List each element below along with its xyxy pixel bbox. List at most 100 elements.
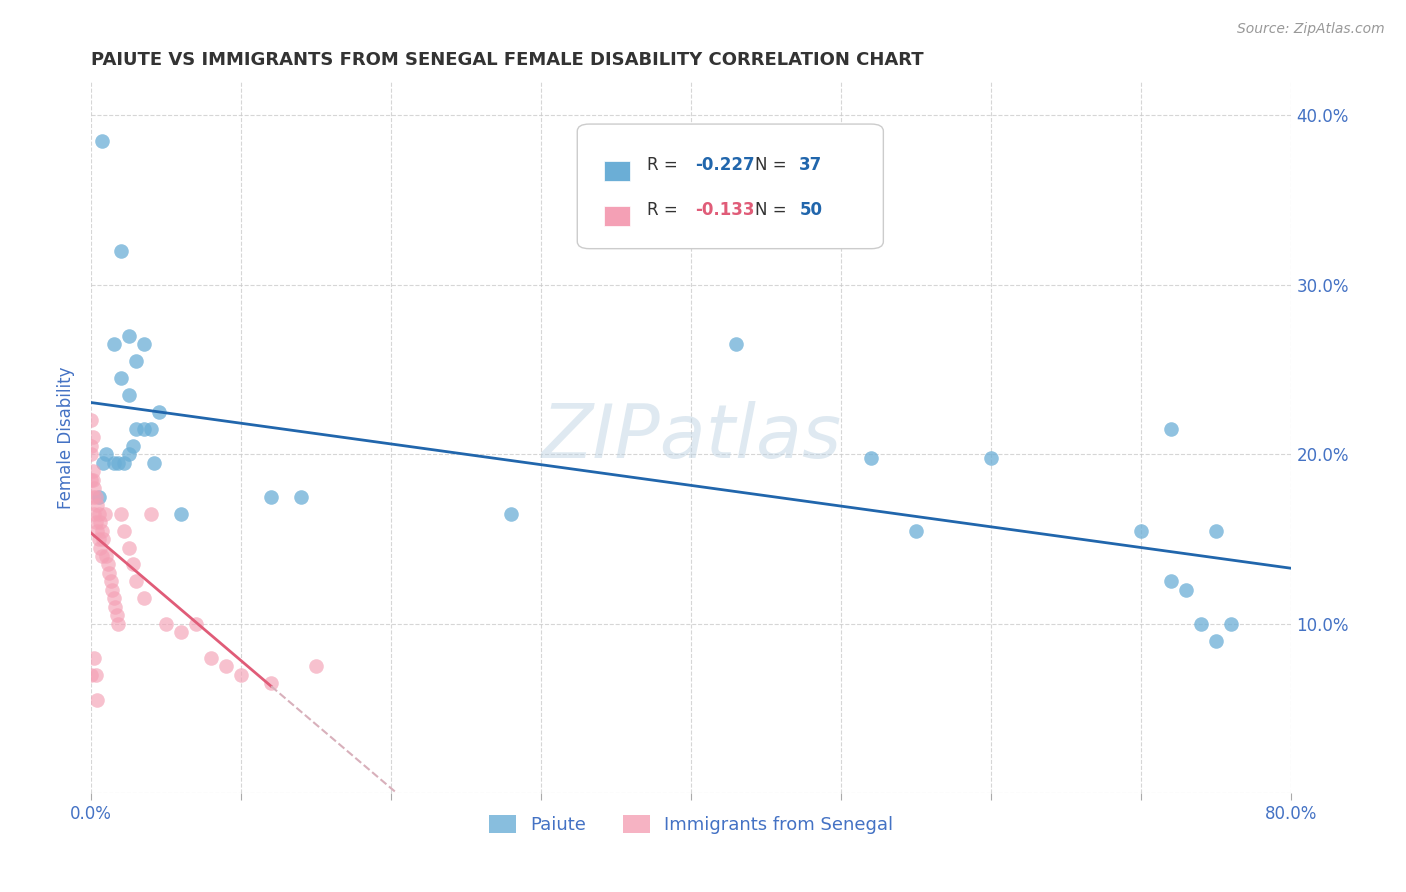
Point xyxy=(84,667,107,681)
Point xyxy=(231,667,253,681)
Point xyxy=(80,447,103,461)
Point xyxy=(91,532,114,546)
Point xyxy=(93,507,115,521)
Text: -0.133: -0.133 xyxy=(695,201,755,219)
Text: N =: N = xyxy=(755,201,792,219)
Bar xyxy=(603,161,630,181)
Point xyxy=(1130,524,1153,538)
Point xyxy=(89,515,111,529)
Point xyxy=(83,481,105,495)
Point xyxy=(110,371,132,385)
Point xyxy=(96,549,118,563)
Point xyxy=(132,591,155,606)
Point xyxy=(725,337,748,351)
Point xyxy=(100,574,122,589)
Point xyxy=(103,591,125,606)
Point xyxy=(110,507,132,521)
Point xyxy=(170,625,193,640)
Text: 37: 37 xyxy=(800,155,823,174)
Point xyxy=(125,574,148,589)
Point xyxy=(1205,524,1227,538)
Point xyxy=(80,667,103,681)
Point xyxy=(1205,633,1227,648)
Point xyxy=(905,524,928,538)
Point xyxy=(98,566,121,580)
Point xyxy=(107,616,129,631)
Point xyxy=(86,498,108,512)
Point xyxy=(84,490,107,504)
Point xyxy=(87,532,110,546)
Text: -0.227: -0.227 xyxy=(695,155,755,174)
Point xyxy=(860,450,883,465)
Point xyxy=(82,430,104,444)
Point xyxy=(125,422,148,436)
Point xyxy=(1160,422,1182,436)
Point xyxy=(122,439,145,453)
Point xyxy=(118,328,141,343)
Point xyxy=(122,558,145,572)
Point xyxy=(82,473,104,487)
Point xyxy=(83,650,105,665)
Point xyxy=(105,608,128,623)
Point xyxy=(112,456,135,470)
Point xyxy=(118,447,141,461)
Point xyxy=(83,507,105,521)
Point xyxy=(80,439,103,453)
Text: Source: ZipAtlas.com: Source: ZipAtlas.com xyxy=(1237,22,1385,37)
Point xyxy=(107,456,129,470)
Point xyxy=(1175,582,1198,597)
Point xyxy=(82,490,104,504)
Text: N =: N = xyxy=(755,155,792,174)
Point xyxy=(86,524,108,538)
Legend: Paiute, Immigrants from Senegal: Paiute, Immigrants from Senegal xyxy=(489,814,893,834)
Point xyxy=(200,650,222,665)
Text: R =: R = xyxy=(647,155,683,174)
Point xyxy=(141,422,163,436)
Text: R =: R = xyxy=(647,201,683,219)
Text: ZIPatlas: ZIPatlas xyxy=(541,401,841,474)
Text: 50: 50 xyxy=(800,201,823,219)
Point xyxy=(84,515,107,529)
Point xyxy=(125,354,148,368)
Point xyxy=(101,582,124,597)
Point xyxy=(90,549,112,563)
Text: PAIUTE VS IMMIGRANTS FROM SENEGAL FEMALE DISABILITY CORRELATION CHART: PAIUTE VS IMMIGRANTS FROM SENEGAL FEMALE… xyxy=(91,51,924,69)
Point xyxy=(260,676,283,690)
Point xyxy=(980,450,1002,465)
Point xyxy=(215,659,238,673)
Point xyxy=(118,388,141,402)
Point xyxy=(110,244,132,258)
Point xyxy=(90,134,112,148)
Point xyxy=(82,464,104,478)
Point xyxy=(132,422,155,436)
Point xyxy=(118,541,141,555)
Point xyxy=(80,413,103,427)
Point xyxy=(501,507,523,521)
Point xyxy=(96,447,118,461)
Point xyxy=(290,490,312,504)
Point xyxy=(148,405,170,419)
Point xyxy=(260,490,283,504)
Point xyxy=(155,616,177,631)
Point xyxy=(80,473,103,487)
Point xyxy=(132,337,155,351)
Point xyxy=(141,507,163,521)
Point xyxy=(186,616,208,631)
Point xyxy=(87,507,110,521)
FancyBboxPatch shape xyxy=(578,124,883,249)
Point xyxy=(1220,616,1243,631)
Point xyxy=(170,507,193,521)
Point xyxy=(97,558,120,572)
Point xyxy=(112,524,135,538)
Point xyxy=(305,659,328,673)
Point xyxy=(104,599,127,614)
Point xyxy=(89,541,111,555)
Point xyxy=(103,456,125,470)
Point xyxy=(103,337,125,351)
Bar xyxy=(603,205,630,226)
Point xyxy=(91,456,114,470)
Point xyxy=(1191,616,1213,631)
Point xyxy=(143,456,166,470)
Point xyxy=(90,524,112,538)
Point xyxy=(87,490,110,504)
